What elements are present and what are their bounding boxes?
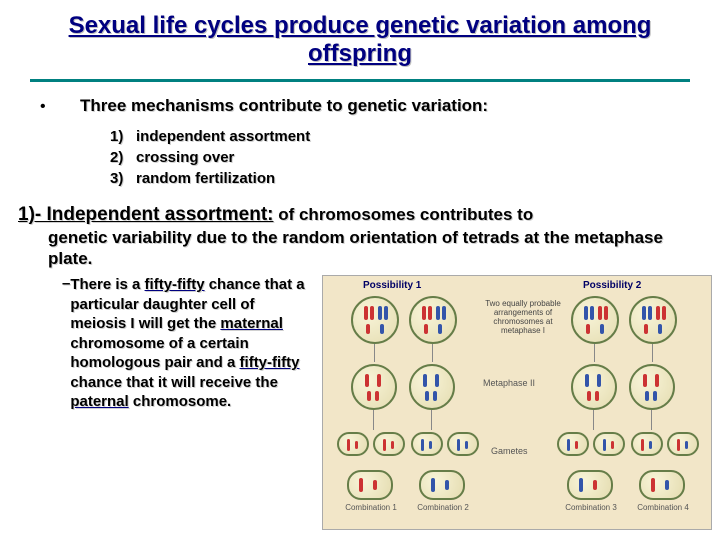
cell-m2-3: [571, 364, 617, 410]
list-item: 1) independent assortment: [110, 126, 720, 147]
poss2-label: Possibility 2: [583, 280, 641, 291]
cell-m1-p2b: [629, 296, 677, 344]
comb1-label: Combination 1: [341, 504, 401, 513]
metaphase2-label: Metaphase II: [483, 378, 535, 388]
dash-body: There is a fifty-fifty chance that a par…: [70, 275, 314, 412]
bullet-marker: •: [40, 96, 80, 116]
comb-cell-1: [347, 470, 393, 500]
gamete-4b: [667, 432, 699, 456]
lower-row: – There is a fifty-fifty chance that a p…: [0, 269, 720, 530]
poss1-label: Possibility 1: [363, 280, 421, 291]
dash-marker: –: [62, 275, 70, 412]
gamete-1b: [373, 432, 405, 456]
cell-m1-p1b: [409, 296, 457, 344]
diagram-caption: Two equally probable arrangements of chr…: [473, 300, 573, 335]
diagram-wrap: Possibility 1 Possibility 2 Two equally …: [322, 275, 720, 530]
cell-m2-4: [629, 364, 675, 410]
comb-cell-4: [639, 470, 685, 500]
section-heading: 1)- Independent assortment: of chromosom…: [0, 197, 720, 227]
lower-text: – There is a fifty-fifty chance that a p…: [0, 275, 322, 530]
comb-cell-2: [419, 470, 465, 500]
gamete-3b: [593, 432, 625, 456]
comb2-label: Combination 2: [413, 504, 473, 513]
bullet-main: • Three mechanisms contribute to genetic…: [0, 96, 720, 126]
slide: Sexual life cycles produce genetic varia…: [0, 0, 720, 540]
section-rest: of chromosomes contributes to: [273, 205, 533, 224]
gamete-2b: [447, 432, 479, 456]
gamete-2a: [411, 432, 443, 456]
mechanism-list: 1) independent assortment 2) crossing ov…: [0, 126, 720, 197]
cell-m2-1: [351, 364, 397, 410]
cell-m1-p1a: [351, 296, 399, 344]
comb3-label: Combination 3: [561, 504, 621, 513]
gamete-1a: [337, 432, 369, 456]
list-item: 3) random fertilization: [110, 168, 720, 189]
section-continuation: genetic variability due to the random or…: [0, 227, 720, 270]
bullet-text: Three mechanisms contribute to genetic v…: [80, 96, 488, 116]
cell-m2-2: [409, 364, 455, 410]
gamete-4a: [631, 432, 663, 456]
gamete-3a: [557, 432, 589, 456]
list-item: 2) crossing over: [110, 147, 720, 168]
section-lead: 1)- Independent assortment:: [18, 204, 273, 225]
title-divider: [30, 79, 690, 82]
dash-bullet: – There is a fifty-fifty chance that a p…: [62, 275, 314, 412]
cell-m1-p2a: [571, 296, 619, 344]
comb4-label: Combination 4: [633, 504, 693, 513]
gametes-label: Gametes: [491, 446, 528, 456]
slide-title: Sexual life cycles produce genetic varia…: [0, 0, 720, 75]
comb-cell-3: [567, 470, 613, 500]
assortment-diagram: Possibility 1 Possibility 2 Two equally …: [322, 275, 712, 530]
